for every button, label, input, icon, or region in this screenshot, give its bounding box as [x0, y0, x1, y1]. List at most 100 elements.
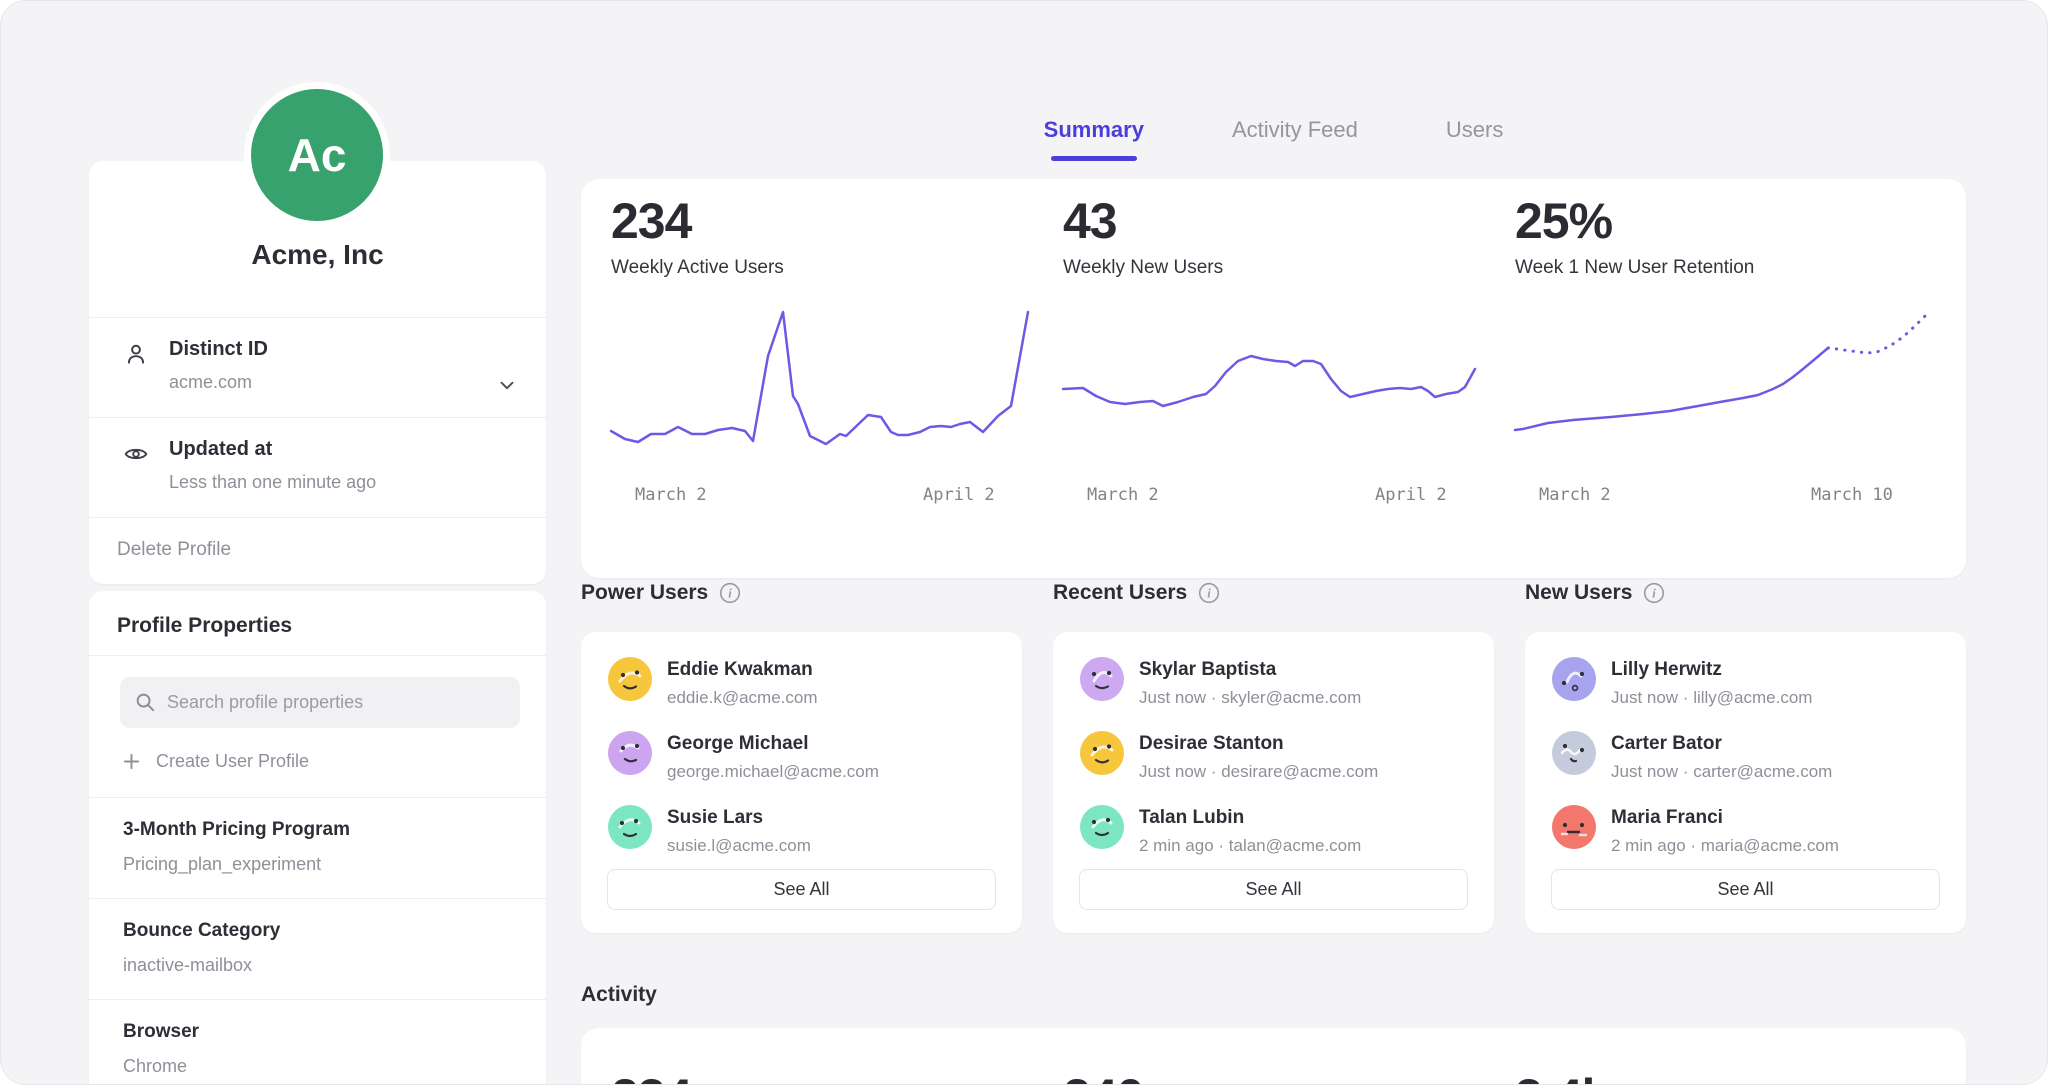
plus-icon [122, 752, 141, 771]
create-user-profile-button[interactable]: Create User Profile [122, 751, 518, 772]
tab-bar: Summary Activity Feed Users [581, 117, 1966, 161]
user-row[interactable]: Eddie Kwakman eddie.k@acme.com [608, 657, 995, 708]
tab-users[interactable]: Users [1446, 117, 1503, 161]
tab-activity-feed[interactable]: Activity Feed [1232, 117, 1358, 161]
company-avatar-initials: Ac [288, 128, 347, 182]
property-name: Browser [123, 1021, 518, 1043]
new-users-card: Lilly Herwitz Just now · lilly@acme.com … [1525, 632, 1966, 933]
see-all-button[interactable]: See All [1551, 869, 1940, 910]
property-row[interactable]: 3-Month Pricing Program Pricing_plan_exp… [89, 797, 546, 898]
user-avatar [1552, 657, 1596, 701]
svg-text:i: i [1653, 587, 1657, 601]
axis-tick: April 2 [1375, 485, 1447, 505]
property-name: Bounce Category [123, 920, 518, 942]
stat-value: 25% [1515, 194, 1935, 249]
recent-users-title: Recent Users [1053, 581, 1187, 605]
axis-tick: March 2 [1539, 485, 1611, 505]
distinct-id-row[interactable]: Distinct ID acme.com [89, 317, 546, 417]
user-avatar [1552, 731, 1596, 775]
summary-stats-card: 234 Weekly Active Users March 2 April 2 … [581, 179, 1966, 578]
info-icon[interactable]: i [719, 582, 741, 604]
axis-tick: March 2 [1087, 485, 1159, 505]
info-icon[interactable]: i [1198, 582, 1220, 604]
user-avatar [1080, 731, 1124, 775]
company-avatar: Ac [244, 82, 390, 228]
power-users-title: Power Users [581, 581, 708, 605]
property-value: Pricing_plan_experiment [123, 854, 518, 875]
user-avatar [608, 731, 652, 775]
stat-weekly-new-users: 43 Weekly New Users March 2 April 2 [1063, 179, 1483, 578]
axis-tick: March 10 [1811, 485, 1893, 505]
stat-label: Week 1 New User Retention [1515, 257, 1935, 279]
user-name: George Michael [667, 731, 879, 755]
user-email: Just now · desirare@acme.com [1139, 762, 1378, 782]
see-all-button[interactable]: See All [607, 869, 996, 910]
new-users-section: New Users i Lilly Herwitz Just now · lil… [1525, 581, 1966, 933]
user-email: 2 min ago · maria@acme.com [1611, 836, 1839, 856]
create-user-profile-label: Create User Profile [156, 751, 309, 772]
axis-tick: March 2 [635, 485, 707, 505]
user-row[interactable]: Talan Lubin 2 min ago · talan@acme.com [1080, 805, 1467, 856]
recent-users-card: Skylar Baptista Just now · skyler@acme.c… [1053, 632, 1494, 933]
user-row[interactable]: Susie Lars susie.l@acme.com [608, 805, 995, 856]
stat-value: 234 [611, 194, 1031, 249]
axis-tick: April 2 [923, 485, 995, 505]
divider [89, 655, 546, 656]
user-email: Just now · lilly@acme.com [1611, 688, 1812, 708]
user-email: 2 min ago · talan@acme.com [1139, 836, 1361, 856]
tab-summary-label: Summary [1044, 117, 1144, 143]
user-name: Skylar Baptista [1139, 657, 1361, 681]
tab-activity-feed-label: Activity Feed [1232, 117, 1358, 143]
svg-text:i: i [1207, 587, 1211, 601]
see-all-button[interactable]: See All [1079, 869, 1468, 910]
info-icon[interactable]: i [1643, 582, 1665, 604]
user-name: Lilly Herwitz [1611, 657, 1812, 681]
activity-section-title: Activity [581, 983, 657, 1007]
user-name: Maria Franci [1611, 805, 1839, 829]
weekly-active-users-sparkline [611, 299, 1031, 469]
stat-weekly-active-users: 234 Weekly Active Users March 2 April 2 [611, 179, 1031, 578]
updated-at-row: Updated at Less than one minute ago [89, 417, 546, 517]
user-row[interactable]: Lilly Herwitz Just now · lilly@acme.com [1552, 657, 1939, 708]
search-icon [134, 691, 157, 714]
power-users-section: Power Users i Eddie Kwakman eddie.k@acme… [581, 581, 1022, 933]
chevron-down-icon[interactable] [496, 374, 518, 396]
user-sections: Power Users i Eddie Kwakman eddie.k@acme… [581, 581, 1966, 933]
user-row[interactable]: Skylar Baptista Just now · skyler@acme.c… [1080, 657, 1467, 708]
recent-users-section: Recent Users i Skylar Baptista Just now … [1053, 581, 1494, 933]
x-axis-labels: March 2 April 2 [1063, 485, 1483, 507]
user-name: Susie Lars [667, 805, 811, 829]
updated-at-value: Less than one minute ago [169, 472, 376, 493]
stat-value: 43 [1063, 194, 1483, 249]
search-input[interactable] [120, 677, 520, 728]
user-name: Eddie Kwakman [667, 657, 818, 681]
user-row[interactable]: George Michael george.michael@acme.com [608, 731, 995, 782]
property-row[interactable]: Browser Chrome [89, 999, 546, 1085]
weekly-new-users-sparkline [1063, 299, 1483, 469]
delete-profile-button[interactable]: Delete Profile [89, 517, 546, 584]
stat-label: Weekly Active Users [611, 257, 1031, 279]
user-email: Just now · skyler@acme.com [1139, 688, 1361, 708]
user-avatar [1080, 657, 1124, 701]
activity-stat: 3.4k [1515, 1068, 1935, 1085]
svg-text:i: i [728, 587, 732, 601]
distinct-id-label: Distinct ID [169, 338, 268, 361]
user-name: Carter Bator [1611, 731, 1832, 755]
user-row[interactable]: Carter Bator Just now · carter@acme.com [1552, 731, 1939, 782]
profile-properties-card: Profile Properties Create User Profile 3… [89, 591, 546, 1085]
updated-at-label: Updated at [169, 438, 376, 461]
user-email: george.michael@acme.com [667, 762, 879, 782]
power-users-card: Eddie Kwakman eddie.k@acme.com George Mi… [581, 632, 1022, 933]
tab-summary[interactable]: Summary [1044, 117, 1144, 161]
user-row[interactable]: Desirae Stanton Just now · desirare@acme… [1080, 731, 1467, 782]
person-icon [123, 338, 149, 393]
user-email: eddie.k@acme.com [667, 688, 818, 708]
user-email: susie.l@acme.com [667, 836, 811, 856]
user-row[interactable]: Maria Franci 2 min ago · maria@acme.com [1552, 805, 1939, 856]
user-email: Just now · carter@acme.com [1611, 762, 1832, 782]
property-row[interactable]: Bounce Category inactive-mailbox [89, 898, 546, 999]
activity-stat: 234 [611, 1068, 1031, 1085]
profile-properties-title: Profile Properties [89, 591, 546, 655]
new-users-title: New Users [1525, 581, 1632, 605]
tab-users-label: Users [1446, 117, 1503, 143]
